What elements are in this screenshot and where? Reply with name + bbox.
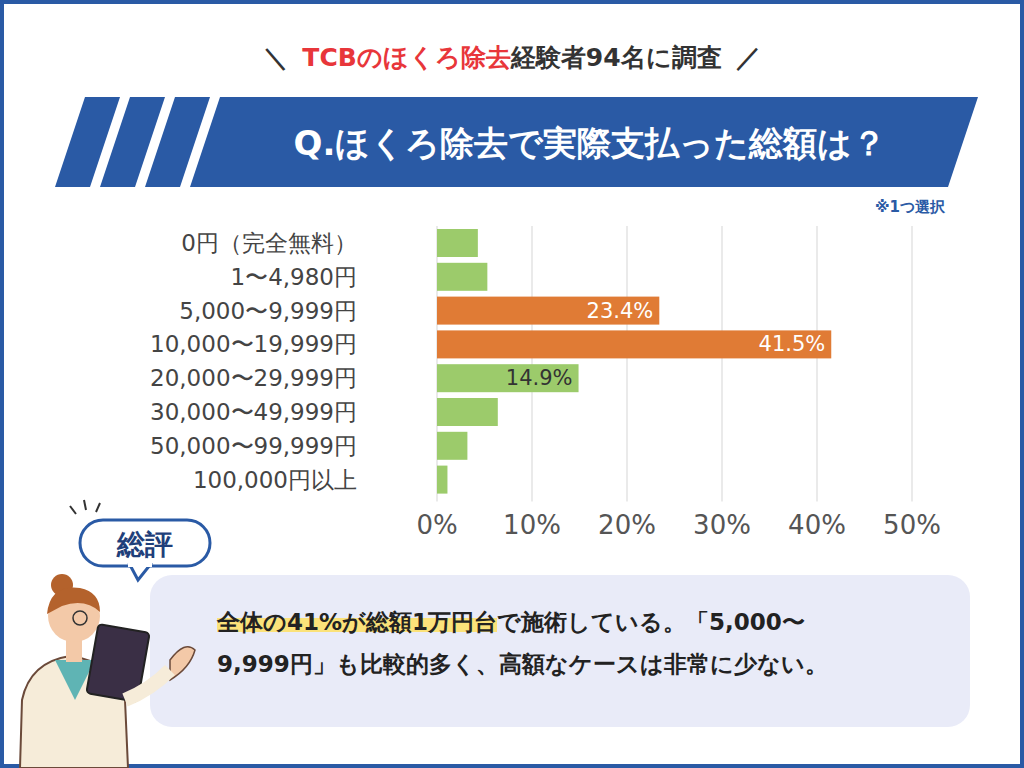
grid-line <box>626 226 628 501</box>
header-suffix: ／ <box>736 43 761 72</box>
tick-label: 10% <box>503 510 561 540</box>
summary-label: 総評 <box>116 528 173 561</box>
summary-highlight: 全体の41%が総額1万円台 <box>216 609 497 635</box>
bar <box>437 263 487 291</box>
summary-line: 全体の41%が総額1万円台で施術している。「5,000〜 <box>216 609 805 635</box>
bars <box>437 229 831 494</box>
header-prefix: ＼ <box>263 43 288 72</box>
header-highlight: TCBのほくろ除去 <box>302 43 510 72</box>
data-label: 23.4% <box>587 299 654 323</box>
grid-line <box>911 226 913 501</box>
stage: ＼ TCBのほくろ除去経験者94名に調査 ／ Q.ほくろ除去で実際支払った総額は？ ※1… <box>0 0 1024 768</box>
grid-line <box>531 226 533 501</box>
category-label: 1〜4,980円 <box>231 264 357 290</box>
tick-label: 30% <box>693 510 751 540</box>
label-bubble-join <box>128 561 152 567</box>
label-bubble <box>80 520 210 566</box>
category-label: 5,000〜9,999円 <box>179 298 357 324</box>
frame <box>2 2 1022 766</box>
category-label: 100,000円以上 <box>193 467 357 493</box>
bar <box>437 330 831 358</box>
tick-label: 40% <box>788 510 846 540</box>
bar <box>437 432 467 460</box>
grid-line <box>816 226 818 501</box>
title: Q.ほくろ除去で実際支払った総額は？ <box>294 123 887 163</box>
glasses <box>73 611 87 625</box>
grid-line <box>721 226 723 501</box>
bar <box>437 229 478 257</box>
category-label: 30,000〜49,999円 <box>150 399 357 425</box>
summary-box <box>150 575 970 727</box>
summary-text: で施術している。「5,000〜 <box>497 609 805 635</box>
data-label: 14.9% <box>506 366 573 390</box>
tick-label: 0% <box>416 510 457 540</box>
bar <box>437 297 659 325</box>
hair <box>47 588 100 614</box>
summary-line: 9,999円」も比較的多く、高額なケースは非常に少ない。 <box>217 651 828 677</box>
spark <box>70 500 100 514</box>
bar <box>437 466 447 494</box>
bar <box>437 364 579 392</box>
category-label: 10,000〜19,999円 <box>150 331 357 357</box>
tick-label: 50% <box>883 510 941 540</box>
note: ※1つ選択 <box>875 198 946 216</box>
person <box>20 574 195 768</box>
tick-label: 20% <box>598 510 656 540</box>
header-text: 経験者94名に調査 <box>510 43 722 72</box>
bar <box>437 398 498 426</box>
canvas: ＼ TCBのほくろ除去経験者94名に調査 ／ Q.ほくろ除去で実際支払った総額は？ ※1… <box>0 0 1024 768</box>
header: ＼ TCBのほくろ除去経験者94名に調査 ／ <box>263 43 760 72</box>
banner <box>190 97 978 187</box>
category-label: 0円（完全無料） <box>181 230 357 256</box>
label-bubble-tail <box>130 565 150 580</box>
category-label: 50,000〜99,999円 <box>150 433 357 459</box>
data-label: 41.5% <box>759 332 826 356</box>
category-label: 20,000〜29,999円 <box>150 365 357 391</box>
arm <box>125 670 170 700</box>
